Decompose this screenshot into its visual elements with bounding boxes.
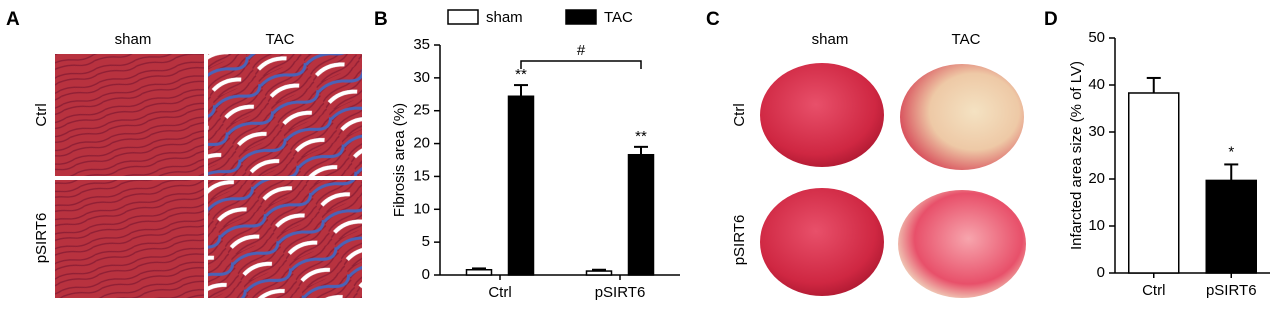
- row-label: pSIRT6: [731, 215, 748, 266]
- y-tick-label: 0: [422, 266, 430, 283]
- column-label: sham: [115, 31, 152, 48]
- histology-image: [208, 180, 362, 298]
- column-label: TAC: [266, 31, 295, 48]
- x-tick-label: pSIRT6: [595, 284, 646, 301]
- y-tick-label: 10: [1088, 217, 1105, 234]
- histology-image: [208, 54, 362, 176]
- significance-mark: **: [515, 66, 527, 83]
- panel-letter: A: [6, 9, 20, 30]
- significance-mark: **: [635, 128, 647, 145]
- comparison-bracket: [520, 60, 642, 69]
- heart-image: [900, 64, 1024, 170]
- bar: [1205, 179, 1257, 274]
- y-tick-label: 10: [413, 200, 430, 217]
- y-tick-label: 25: [413, 102, 430, 119]
- y-tick-label: 0: [1097, 264, 1105, 281]
- y-tick-label: 15: [413, 167, 430, 184]
- y-axis-label: Infarcted area size (% of LV): [1068, 61, 1085, 250]
- bar: [585, 270, 613, 276]
- panel-letter: D: [1044, 9, 1058, 30]
- y-tick-label: 40: [1088, 76, 1105, 93]
- x-tick-label: Ctrl: [1142, 282, 1165, 299]
- legend-label: TAC: [604, 9, 633, 26]
- y-tick-label: 35: [413, 36, 430, 53]
- bar: [627, 153, 655, 276]
- y-tick-label: 20: [413, 135, 430, 152]
- legend-swatch: [447, 9, 479, 25]
- heart-image: [760, 188, 884, 296]
- bar: [1128, 92, 1180, 274]
- bar: [507, 95, 535, 276]
- y-tick-label: 20: [1088, 170, 1105, 187]
- y-tick-label: 30: [1088, 123, 1105, 140]
- y-tick-label: 5: [422, 233, 430, 250]
- panel-letter: B: [374, 9, 388, 30]
- row-label: pSIRT6: [33, 213, 50, 264]
- legend-label: sham: [486, 9, 523, 26]
- heart-image: [760, 63, 884, 167]
- column-label: TAC: [952, 31, 981, 48]
- row-label: Ctrl: [731, 103, 748, 126]
- x-tick-label: Ctrl: [488, 284, 511, 301]
- bar: [465, 268, 493, 276]
- x-tick-label: pSIRT6: [1206, 282, 1257, 299]
- heart-image: [898, 190, 1026, 298]
- histology-image: [55, 54, 204, 176]
- y-tick-label: 30: [413, 69, 430, 86]
- column-label: sham: [812, 31, 849, 48]
- row-label: Ctrl: [33, 103, 50, 126]
- significance-mark: #: [577, 42, 586, 59]
- histology-image: [55, 180, 204, 298]
- panel-letter: C: [706, 9, 720, 30]
- legend-swatch: [565, 9, 597, 25]
- y-tick-label: 50: [1088, 29, 1105, 46]
- significance-mark: *: [1228, 143, 1234, 160]
- y-axis-label: Fibrosis area (%): [391, 103, 408, 217]
